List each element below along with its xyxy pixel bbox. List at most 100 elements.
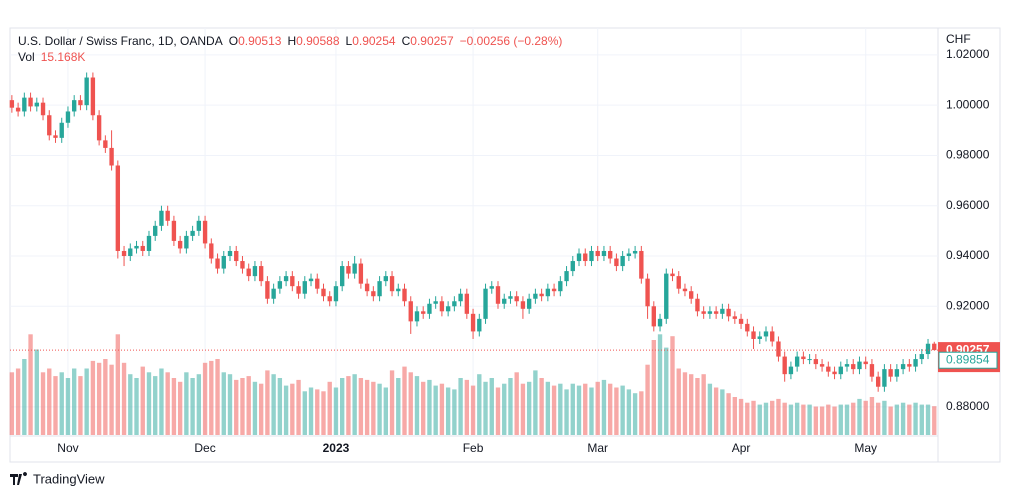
- volume-bar: [40, 372, 46, 435]
- candle-body: [427, 303, 432, 314]
- volume-bar: [751, 400, 756, 435]
- candle-body: [265, 281, 270, 299]
- candle-body: [875, 376, 881, 387]
- x-tick-label: Feb: [463, 441, 484, 455]
- candle-body: [84, 77, 89, 106]
- candle-body: [421, 311, 426, 314]
- volume-bar: [59, 372, 64, 435]
- brand: TradingView: [10, 471, 105, 486]
- candle-body: [745, 323, 750, 332]
- volume-bar: [732, 397, 738, 435]
- candle-body: [296, 286, 301, 294]
- volume-bar: [34, 349, 39, 435]
- volume-bar: [22, 359, 27, 435]
- volume-bar: [614, 387, 619, 435]
- candle-body: [78, 100, 83, 106]
- axes: 0.88000 0.92000 0.94000 0.96000 0.98000 1.000…: [10, 47, 1000, 455]
- volume-bar: [184, 372, 189, 435]
- candle-body: [576, 253, 582, 262]
- candle-body: [134, 245, 139, 249]
- candle-body: [502, 298, 507, 304]
- volume-bar: [807, 404, 812, 435]
- volume-bar: [15, 368, 21, 435]
- volume-bar: [427, 379, 432, 435]
- legend: U.S. Dollar / Swiss Franc, 1D, OANDA O0.9…: [18, 34, 562, 48]
- volume-bar: [776, 398, 781, 435]
- candle-body: [171, 220, 177, 241]
- candle-body: [788, 366, 794, 375]
- candle-body: [651, 306, 656, 327]
- volume-bar: [701, 374, 706, 435]
- volume-bar: [819, 406, 825, 435]
- candle-body: [433, 301, 438, 304]
- candle-body: [720, 308, 725, 314]
- candle-body: [477, 318, 482, 332]
- volume-bar: [919, 404, 924, 435]
- volume-bar: [713, 387, 719, 435]
- volume-bar: [907, 404, 912, 435]
- volume-bar: [153, 376, 158, 435]
- volume-bar: [315, 389, 320, 435]
- candle-body: [601, 250, 607, 257]
- candle-body: [96, 115, 102, 141]
- volume-bar: [277, 378, 283, 435]
- volume-bar: [632, 393, 638, 435]
- volume-bar: [607, 383, 613, 435]
- volume-bar: [53, 376, 58, 435]
- candle-body: [707, 311, 713, 314]
- candle-body: [209, 243, 214, 259]
- candle-body: [165, 210, 170, 221]
- candle-body: [234, 250, 239, 262]
- volume-bar: [103, 359, 108, 435]
- volume-bar: [763, 402, 769, 435]
- candle-body: [65, 111, 71, 123]
- candle-body: [34, 102, 39, 107]
- volume-bar: [72, 368, 77, 435]
- volume-bar: [433, 385, 438, 435]
- volume-bar: [115, 334, 121, 435]
- volume-bar: [508, 378, 513, 435]
- volume-value: 15.168K: [41, 50, 86, 64]
- volume-bar: [258, 383, 264, 435]
- legend-value: 0.90254: [352, 34, 396, 48]
- candle-body: [445, 306, 451, 312]
- candle-body: [670, 273, 675, 277]
- volume-bar: [851, 402, 856, 435]
- volume-bar: [470, 385, 476, 435]
- candle-body: [377, 281, 382, 297]
- volume-bar: [514, 372, 519, 435]
- candle-body: [458, 293, 463, 302]
- candle-body: [732, 316, 738, 319]
- x-tick-label: Apr: [732, 441, 751, 455]
- volume-bar: [90, 360, 96, 435]
- volume-bar: [863, 400, 868, 435]
- candle-body: [414, 311, 420, 322]
- volume-bar: [84, 368, 89, 435]
- volume-bar: [664, 347, 669, 435]
- legend-value: 0.90257: [410, 34, 454, 48]
- candle-body: [196, 220, 202, 231]
- volume-bar: [545, 381, 551, 435]
- candle-body: [526, 298, 532, 309]
- candle-body: [115, 165, 121, 251]
- volume-bar: [408, 372, 413, 435]
- volume-bar: [121, 362, 127, 435]
- candle-body: [763, 331, 769, 337]
- volume-bar: [539, 378, 544, 435]
- candle-body: [146, 235, 152, 251]
- candle-body: [470, 313, 476, 332]
- candle-body: [333, 286, 339, 302]
- candle-body: [340, 266, 345, 287]
- candle-body: [495, 286, 501, 304]
- candle-body: [383, 276, 388, 282]
- volume-bar: [900, 402, 906, 435]
- candle-body: [153, 225, 158, 236]
- candle-body: [47, 115, 52, 136]
- candle-body: [826, 366, 831, 372]
- candle-body: [177, 240, 183, 249]
- volume-bar: [402, 366, 407, 435]
- candle-body: [140, 245, 145, 251]
- volume-bar: [844, 404, 850, 435]
- candle-body: [801, 356, 806, 360]
